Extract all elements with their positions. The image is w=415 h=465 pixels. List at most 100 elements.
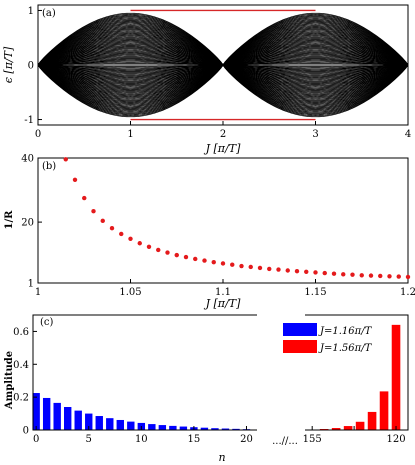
- bar-blue-5: [85, 413, 93, 430]
- data-point-3: [91, 209, 96, 214]
- panel-a-label: (a): [42, 8, 56, 19]
- panel-a-ticks: 0 1 2 3 4-101: [24, 6, 411, 140]
- bar-blue-8: [116, 419, 124, 430]
- bar-blue-18: [221, 428, 230, 430]
- bar-blue-9: [127, 421, 135, 430]
- panel-a-ytick-label-1: 0: [28, 61, 34, 72]
- bulk-band-lower-60: [37, 64, 409, 118]
- panel-c-ytick-label-0: 0: [23, 426, 29, 437]
- bar-blue-7: [106, 418, 114, 430]
- bar-blue-12: [158, 425, 167, 430]
- data-point-28: [322, 270, 327, 276]
- bar-blue-6: [95, 416, 103, 430]
- panel-a-xtick-label-2: 2: [220, 129, 226, 140]
- panel-c-ytick-label-1: 0.2: [13, 393, 29, 404]
- panel-c-ytick-label-3: 0.6: [13, 327, 29, 338]
- data-point-18: [230, 262, 235, 267]
- panel-a: 0 1 2 3 4-101 (a) J [π/T] ϵ [π/T]: [2, 4, 411, 155]
- panel-b-xtick-label-0: 1: [35, 287, 41, 298]
- data-point-32: [359, 273, 364, 278]
- data-point-14: [193, 256, 198, 262]
- panel-a-xtick-label-4: 4: [405, 129, 411, 140]
- panel-a-xtick-label-0: 0: [35, 129, 41, 140]
- panel-b-ytick-label-1: 20: [21, 218, 34, 229]
- panel-c-label: (c): [40, 317, 54, 328]
- bar-blue-16: [200, 427, 209, 430]
- bar-blue-4: [74, 410, 82, 430]
- data-point-20: [248, 264, 253, 270]
- data-point-35: [387, 274, 392, 279]
- data-point-11: [165, 250, 170, 255]
- data-point-10: [156, 247, 161, 253]
- data-point-5: [109, 225, 115, 231]
- bar-red-118: [367, 411, 377, 430]
- panel-b-xlabel: J [π/T]: [204, 297, 241, 310]
- bar-red-115: [331, 428, 341, 430]
- panel-b-xtick-label-3: 1.15: [304, 287, 326, 298]
- data-point-19: [239, 263, 244, 269]
- bar-blue-13: [169, 425, 177, 430]
- data-point-21: [257, 265, 263, 271]
- panel-b-ylabel: 1/R: [4, 210, 15, 230]
- panel-c-ytick-label-2: 0.4: [13, 360, 29, 371]
- data-point-17: [220, 261, 226, 266]
- panel-c-xtick-left-label-4: 20: [240, 434, 253, 445]
- bar-blue-0: [32, 393, 40, 430]
- panel-c: 00.20.40.60 5 10 15 20 155 120 (c) ...//... n …: [4, 314, 409, 464]
- data-point-15: [202, 258, 207, 263]
- data-point-25: [294, 268, 300, 274]
- panel-a-plot-area: [37, 9, 409, 121]
- data-point-34: [378, 273, 383, 279]
- bar-blue-14: [179, 426, 188, 430]
- panel-b-label: (b): [42, 161, 56, 172]
- data-point-30: [341, 272, 346, 277]
- panel-a-xtick-label-3: 3: [312, 129, 318, 140]
- panel-a-ylabel: ϵ [π/T]: [2, 46, 15, 83]
- panel-c-ticks: 0 0.2 0.4 0.6 0 5 10 15 20 155 120: [13, 327, 405, 445]
- data-point-16: [211, 259, 216, 265]
- panel-a-xtick-label-1: 1: [127, 129, 133, 140]
- panel-b-xtick-label-1: 1.05: [119, 287, 141, 298]
- panel-b: 1 1.05 1.1 1.15 1.2 1 20 40 (b) J [π/T] 1/R: [4, 154, 415, 311]
- panel-c-left-frame: [32, 314, 257, 431]
- data-point-1: [72, 177, 78, 182]
- bar-blue-17: [211, 428, 219, 430]
- data-point-0: [63, 157, 68, 162]
- data-point-36: [396, 274, 401, 279]
- panel-c-xtick-left-label-2: 10: [135, 434, 148, 445]
- data-point-27: [313, 270, 318, 275]
- panel-c-xlabel: n: [218, 451, 225, 464]
- data-point-24: [285, 268, 290, 273]
- data-point-4: [100, 218, 105, 224]
- panel-c-xtick-right-label-0: 155: [303, 434, 322, 445]
- legend-label-red: J=1.56π/T: [318, 343, 373, 354]
- panel-b-xtick-label-4: 1.2: [400, 287, 415, 298]
- data-point-12: [174, 252, 179, 258]
- data-point-13: [183, 254, 189, 260]
- bar-blue-1: [42, 397, 51, 430]
- data-point-31: [350, 272, 355, 277]
- panel-c-xtick-left-label-0: 0: [33, 434, 39, 445]
- panel-c-plot-area: [32, 324, 401, 430]
- panel-c-ylabel: Amplitude: [4, 351, 15, 410]
- legend-swatch-blue: [283, 323, 317, 336]
- panel-b-plot-area: [63, 157, 411, 280]
- data-point-33: [368, 273, 374, 278]
- bar-red-117: [355, 421, 365, 430]
- panel-c-axis-break: ...//...: [272, 436, 298, 447]
- data-point-8: [137, 241, 142, 246]
- panel-c-right-frame: [305, 314, 409, 431]
- panel-a-xlabel: J [π/T]: [204, 142, 241, 155]
- bar-red-120: [391, 324, 401, 430]
- legend-swatch-red: [283, 340, 317, 353]
- panel-c-xtick-left-label-3: 15: [188, 434, 201, 445]
- legend-label-blue: J=1.16π/T: [318, 326, 373, 337]
- bar-blue-11: [148, 424, 156, 430]
- data-point-6: [119, 231, 124, 237]
- panel-b-xtick-label-2: 1.1: [215, 287, 231, 298]
- data-point-2: [82, 195, 87, 201]
- data-point-7: [128, 236, 133, 241]
- data-point-9: [146, 244, 152, 249]
- panel-b-ytick-label-2: 40: [21, 154, 34, 165]
